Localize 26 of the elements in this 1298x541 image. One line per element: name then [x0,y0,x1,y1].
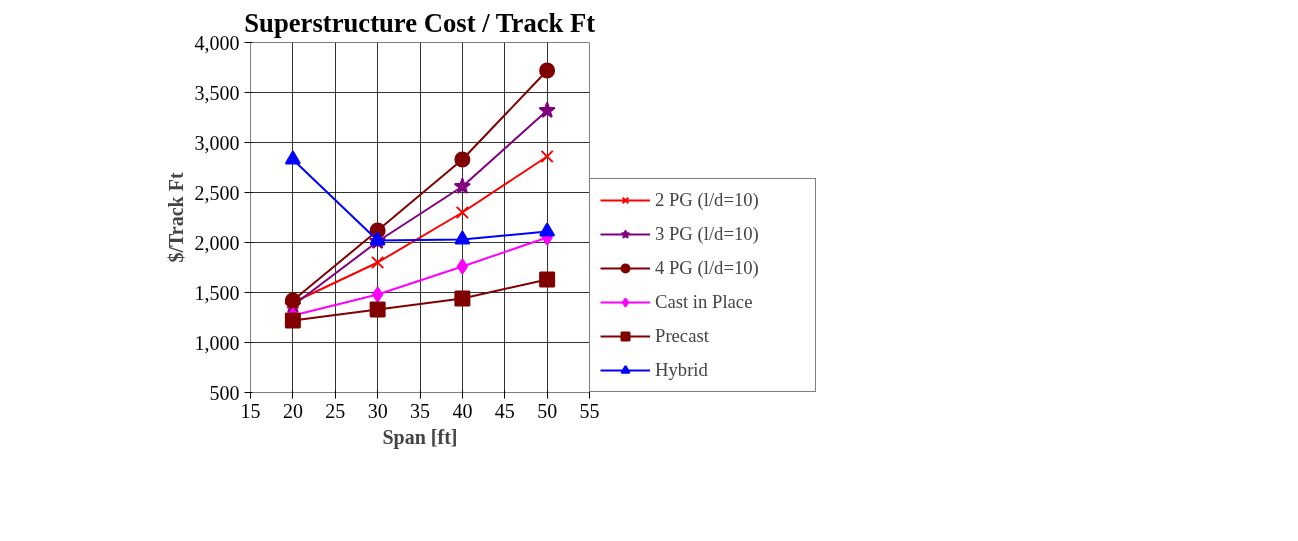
x-tick-label: 20 [282,399,303,422]
y-tick-label: 1,500 [194,281,240,304]
legend-label: 4 PG (l/d=10) [655,257,760,279]
y-tick-label: 3,000 [194,131,240,154]
legend-label: Hybrid [655,359,709,381]
y-tick-label: 2,500 [194,181,240,204]
x-tick-label: 50 [537,399,558,422]
x-tick-label: 40 [452,399,473,422]
x-tick-label: 25 [325,399,346,422]
legend-label: Cast in Place [655,291,754,313]
y-axis-title: $/Track Ft [164,172,187,263]
chart-title: Superstructure Cost / Track Ft [244,7,596,38]
y-tick-label: 4,000 [194,31,240,54]
x-tick-label: 15 [240,399,261,422]
x-tick-label: 45 [494,399,515,422]
legend-label: 2 PG (l/d=10) [655,189,760,211]
legend-label: Precast [655,325,710,347]
y-tick-label: 2,000 [194,231,240,254]
x-tick-label: 30 [367,399,388,422]
legend-label: 3 PG (l/d=10) [655,223,760,245]
y-tick-label: 1,000 [194,331,240,354]
y-tick-label: 3,500 [194,81,240,104]
x-axis-title: Span [ft] [382,425,458,449]
y-tick-label: 500 [209,381,240,404]
x-tick-label: 35 [410,399,430,422]
x-tick-label: 55 [579,399,600,422]
